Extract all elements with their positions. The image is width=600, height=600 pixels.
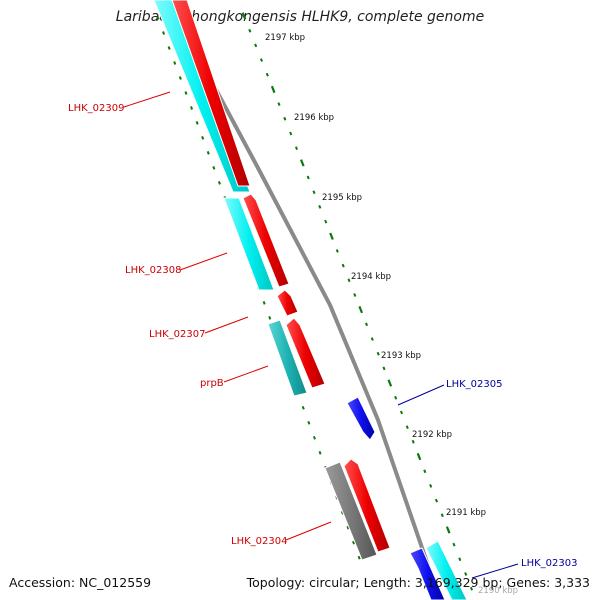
ruler-tick-minor bbox=[312, 190, 316, 195]
ruler-tick-minor bbox=[173, 61, 177, 65]
ruler-tick-minor bbox=[347, 278, 351, 283]
tick-label: 2195 kbp bbox=[322, 193, 362, 203]
ruler-tick-minor bbox=[283, 116, 287, 121]
gene-block-02308[interactable] bbox=[223, 197, 275, 291]
ruler-tick-major bbox=[299, 159, 305, 167]
ruler-tick-minor bbox=[156, 16, 160, 20]
ruler-tick-minor bbox=[318, 205, 322, 209]
cds-block-02308[interactable] bbox=[242, 193, 290, 288]
gene-label-02307[interactable]: LHK_02307 bbox=[149, 329, 205, 340]
ruler-tick-minor bbox=[301, 405, 305, 410]
ruler-tick-minor bbox=[306, 175, 310, 180]
ruler-tick-minor bbox=[178, 76, 182, 80]
ruler-tick-minor bbox=[458, 557, 462, 562]
tick-label: 2192 kbp bbox=[412, 430, 452, 440]
ruler-tick-minor bbox=[324, 219, 328, 224]
ruler-tick-minor bbox=[423, 469, 427, 474]
ruler-tick-minor bbox=[469, 586, 474, 591]
ruler-tick-minor bbox=[195, 121, 199, 125]
topology-text: Topology: circular; Length: 3,169,329 bp… bbox=[246, 575, 590, 590]
tick-label: 2190 kbp bbox=[478, 586, 518, 596]
gene-block-02303[interactable] bbox=[425, 540, 468, 600]
cds-block-02309[interactable] bbox=[171, 0, 251, 187]
accession-text: Accession: NC_012559 bbox=[9, 575, 152, 590]
cds-block-02307[interactable] bbox=[276, 289, 299, 317]
gene-label-prpB[interactable]: prpB bbox=[200, 378, 224, 389]
ruler-tick-minor bbox=[248, 28, 252, 33]
backbone-line-inner bbox=[166, 0, 442, 600]
ruler-tick-minor bbox=[167, 46, 171, 50]
ruler-tick-major bbox=[445, 526, 451, 534]
ruler-tick-minor bbox=[364, 322, 369, 327]
tick-label: 2197 kbp bbox=[265, 33, 305, 43]
gene-block-02304[interactable] bbox=[324, 461, 378, 561]
ruler-tick-minor bbox=[346, 525, 350, 530]
tick-label: 2196 kbp bbox=[294, 113, 334, 123]
ruler-tick-major bbox=[387, 379, 393, 387]
cds-block-02305[interactable] bbox=[346, 396, 376, 441]
ruler-tick-minor bbox=[201, 136, 205, 140]
ruler-tick-minor bbox=[341, 263, 345, 268]
ruler-tick-minor bbox=[382, 366, 386, 371]
ruler-tick-minor bbox=[376, 351, 380, 356]
ruler-tick-minor bbox=[289, 131, 293, 136]
gene-label-02303[interactable]: LHK_02303 bbox=[521, 558, 577, 569]
ruler-tick-major bbox=[329, 232, 334, 240]
ruler-tick-minor bbox=[277, 102, 281, 106]
ruler-tick-minor bbox=[162, 31, 166, 35]
tick-label: 2193 kbp bbox=[381, 351, 421, 361]
gene-labels: LHK_02309 LHK_02308 LHK_02307 prpB LHK_0… bbox=[68, 103, 577, 569]
ruler-tick-minor bbox=[440, 513, 444, 518]
ruler-tick-minor bbox=[370, 337, 374, 341]
map-title: Laribacter hongkongensis HLHK9, complete… bbox=[115, 9, 485, 25]
ruler-tick-minor bbox=[394, 395, 398, 400]
ruler-tick-minor bbox=[265, 72, 269, 77]
ruler-tick-minor bbox=[318, 450, 322, 455]
ruler-tick-minor bbox=[268, 316, 272, 320]
gene-block-prpB[interactable] bbox=[267, 319, 308, 397]
ruler-tick-minor bbox=[405, 425, 409, 429]
ruler-tick-minor bbox=[399, 410, 404, 415]
ruler-tick-minor bbox=[206, 151, 210, 155]
tick-label: 2194 kbp bbox=[351, 272, 391, 282]
cds-block-prpB[interactable] bbox=[285, 317, 326, 389]
cds-block-02303[interactable] bbox=[409, 547, 446, 600]
ruler-tick-minor bbox=[434, 498, 439, 503]
gene-label-02309[interactable]: LHK_02309 bbox=[68, 103, 124, 114]
tick-label: 2191 kbp bbox=[446, 508, 486, 518]
label-leaders bbox=[123, 91, 519, 579]
ruler-tick-major bbox=[270, 85, 276, 94]
ruler-tick-major bbox=[358, 305, 364, 314]
ruler-tick-minor bbox=[464, 572, 468, 576]
ruler-tick-minor bbox=[340, 510, 344, 515]
gene-label-02304[interactable]: LHK_02304 bbox=[231, 536, 287, 547]
ruler-tick-minor bbox=[190, 106, 194, 110]
ruler-tick-minor bbox=[452, 542, 456, 547]
ruler-tick-minor bbox=[259, 58, 264, 62]
ruler-tick-minor bbox=[307, 420, 311, 425]
ruler-tick-minor bbox=[357, 555, 361, 560]
ruler-tick-minor bbox=[352, 540, 356, 545]
ruler-tick-major bbox=[241, 12, 247, 20]
ruler-tick-minor bbox=[212, 166, 216, 170]
ruler-tick-minor bbox=[184, 91, 188, 95]
ruler-tick-minor bbox=[294, 146, 299, 150]
ruler-tick-minor bbox=[262, 301, 266, 305]
ruler-tick-minor bbox=[254, 43, 258, 48]
ruler-tick-minor bbox=[411, 439, 415, 444]
ruler-tick-major bbox=[416, 452, 422, 461]
ruler-tick-minor bbox=[335, 249, 339, 253]
ruler-tick-minor bbox=[429, 484, 433, 488]
ruler-tick-minor bbox=[312, 435, 316, 440]
ruler-tick-minor bbox=[353, 293, 357, 297]
ruler-labels: 2197 kbp 2196 kbp 2195 kbp 2194 kbp 2193… bbox=[265, 33, 518, 596]
gene-label-02308[interactable]: LHK_02308 bbox=[125, 265, 181, 276]
ruler-tick-minor bbox=[217, 181, 221, 185]
cds-block-02304[interactable] bbox=[343, 458, 391, 553]
gene-label-02305[interactable]: LHK_02305 bbox=[446, 379, 502, 390]
